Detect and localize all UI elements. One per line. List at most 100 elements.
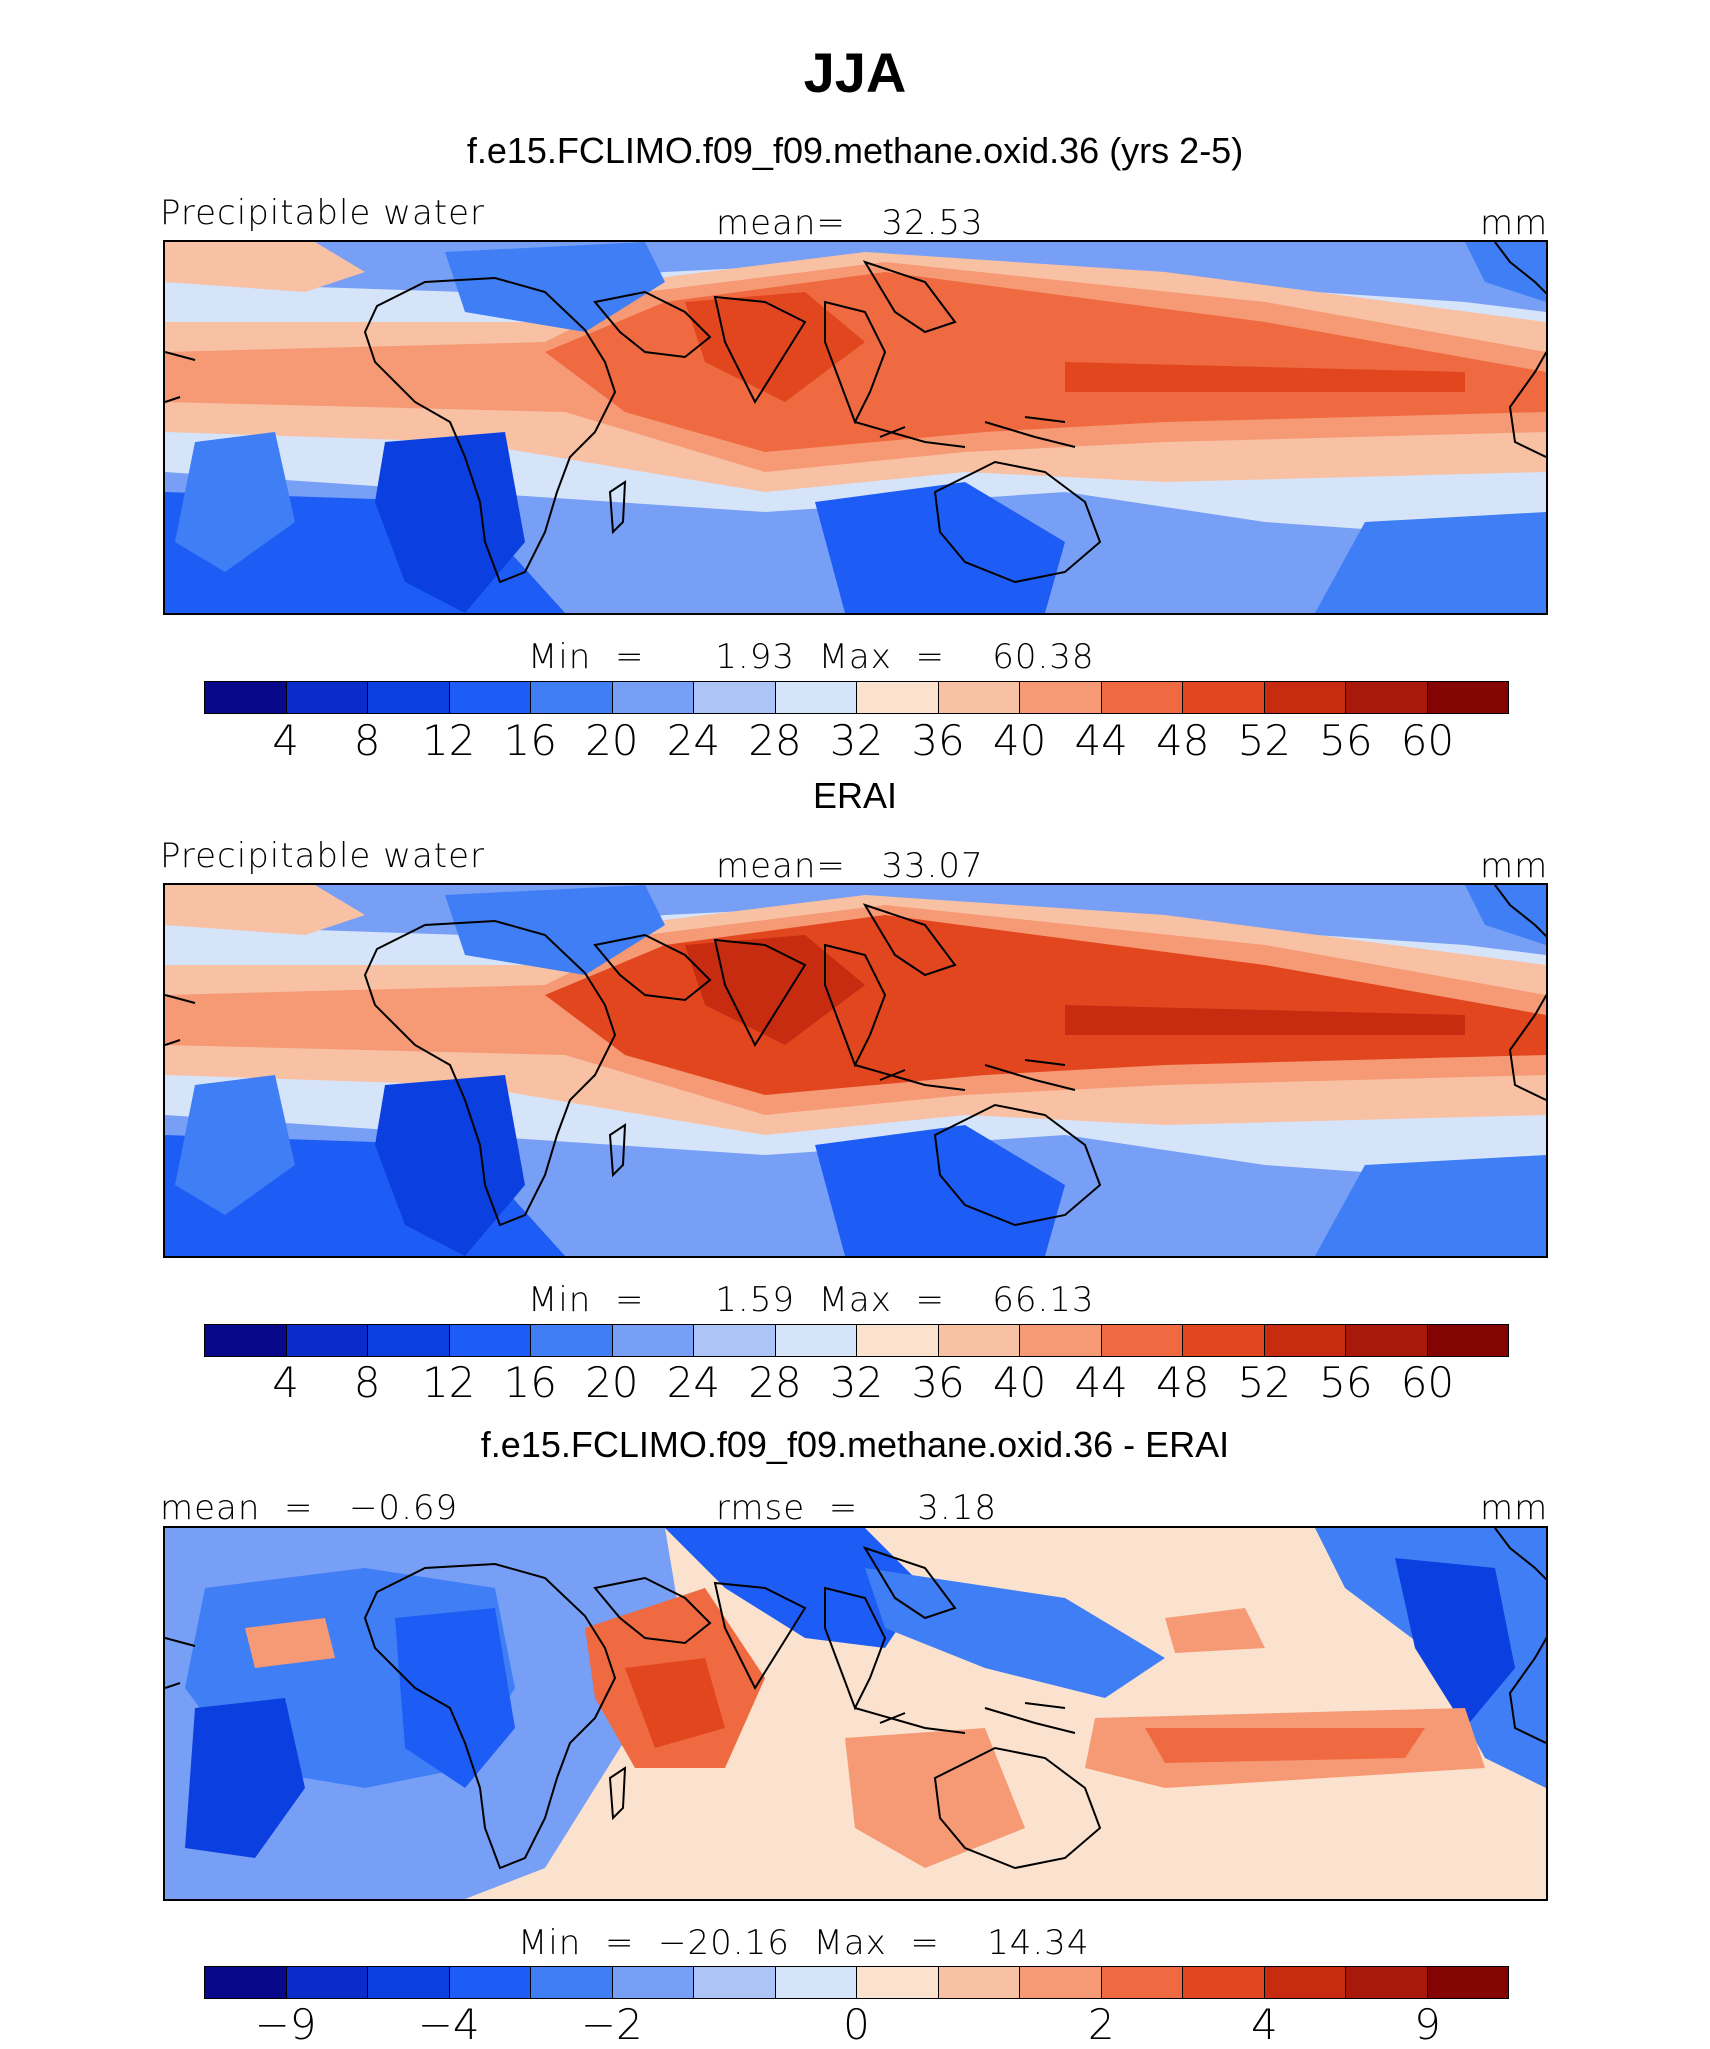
panel-3-subtitle: f.e15.FCLIMO.f09_f09.methane.oxid.36 - E… <box>480 1424 1230 1465</box>
colorbar-swatch <box>1346 1967 1428 1998</box>
panel-3-map <box>163 1526 1548 1901</box>
colorbar-swatch <box>612 1325 694 1356</box>
colorbar-tick-label: 36 <box>911 1358 965 1407</box>
colorbar-tick-label: 8 <box>353 1358 381 1407</box>
colorbar-tick-label: 28 <box>748 716 802 765</box>
colorbar-swatch <box>1346 682 1428 713</box>
colorbar-tick-label: 48 <box>1156 716 1210 765</box>
colorbar-swatch <box>531 1967 613 1998</box>
colorbar-swatch <box>857 682 939 713</box>
panel-3-units-label: mm <box>1480 1488 1549 1528</box>
colorbar-swatch <box>286 682 368 713</box>
colorbar-tick-label: 2 <box>1087 2000 1115 2049</box>
colorbar-tick-label: 16 <box>503 716 557 765</box>
colorbar-swatch <box>1101 1325 1183 1356</box>
colorbar-tick-label: 9 <box>1414 2000 1441 2049</box>
panel-1-map <box>163 240 1548 615</box>
colorbar-swatch <box>1427 1967 1508 1998</box>
colorbar-swatch <box>775 1967 857 1998</box>
colorbar-swatch <box>775 1325 857 1356</box>
panel-2-variable-label: Precipitable water <box>160 836 486 876</box>
coastline <box>165 1528 1546 1870</box>
colorbar-tick-label: 4 <box>1250 2000 1278 2049</box>
colorbar-tick-label: 20 <box>585 1358 639 1407</box>
panel-3-colorbar-ticks: −9 −4 −2 0 2 4 9 <box>0 2000 1710 2049</box>
panel-1-colorbar-ticks: 4 8 12 16 20 24 28 32 36 40 44 48 52 56 60 <box>0 716 1710 766</box>
colorbar-swatch <box>368 1325 450 1356</box>
panel-1-colorbar <box>204 681 1509 714</box>
colorbar-swatch <box>205 1325 287 1356</box>
colorbar-swatch <box>531 1325 613 1356</box>
coastline <box>165 242 1546 584</box>
panel-3-rmse-label: rmse = 3.18 <box>716 1488 997 1528</box>
colorbar-tick-label: −9 <box>254 2000 317 2049</box>
panel-1-variable-label: Precipitable water <box>160 193 486 233</box>
panel-2-subtitle: ERAI <box>812 775 898 816</box>
colorbar-swatch <box>694 1325 776 1356</box>
colorbar-swatch <box>1346 1325 1428 1356</box>
colorbar-tick-label: −4 <box>417 2000 480 2049</box>
panel-1-mean-label: mean= 32.53 <box>716 203 984 243</box>
panel-2-map <box>163 883 1548 1258</box>
colorbar-swatch <box>1101 1967 1183 1998</box>
colorbar-swatch <box>1264 1967 1346 1998</box>
colorbar-swatch <box>857 1967 939 1998</box>
colorbar-swatch <box>612 1967 694 1998</box>
colorbar-swatch <box>938 682 1020 713</box>
colorbar-tick-label: 56 <box>1319 716 1373 765</box>
colorbar-swatch <box>1101 682 1183 713</box>
colorbar-tick-label: 48 <box>1156 1358 1210 1407</box>
colorbar-tick-label: 0 <box>843 2000 870 2049</box>
colorbar-swatch <box>531 682 613 713</box>
colorbar-swatch <box>1183 682 1265 713</box>
colorbar-tick-label: −2 <box>580 2000 643 2049</box>
colorbar-swatch <box>205 682 287 713</box>
colorbar-swatch <box>1264 1325 1346 1356</box>
colorbar-swatch <box>1183 1967 1265 1998</box>
colorbar-swatch <box>1264 682 1346 713</box>
panel-2-units-label: mm <box>1480 846 1549 886</box>
colorbar-swatch <box>938 1325 1020 1356</box>
figure-title: JJA <box>803 41 907 104</box>
panel-2-colorbar-ticks: 4 8 12 16 20 24 28 32 36 40 44 48 52 56 60 <box>0 1358 1710 1408</box>
colorbar-swatch <box>694 682 776 713</box>
colorbar-swatch <box>694 1967 776 1998</box>
panel-2-colorbar <box>204 1324 1509 1357</box>
colorbar-swatch <box>368 682 450 713</box>
panel-3-colorbar <box>204 1966 1509 1999</box>
panel-2-minmax: Min = 1.59 Max = 66.13 <box>528 1280 1095 1320</box>
panel-1-subtitle: f.e15.FCLIMO.f09_f09.methane.oxid.36 (yr… <box>466 130 1244 171</box>
colorbar-tick-label: 32 <box>829 1358 884 1407</box>
colorbar-tick-label: 4 <box>272 1358 299 1407</box>
colorbar-swatch <box>205 1967 287 1998</box>
colorbar-tick-label: 40 <box>992 1358 1047 1407</box>
colorbar-swatch <box>1427 1325 1508 1356</box>
colorbar-tick-label: 56 <box>1319 1358 1373 1407</box>
colorbar-swatch <box>368 1967 450 1998</box>
coastline <box>165 885 1546 1227</box>
panel-3-minmax: Min = −20.16 Max = 14.34 <box>518 1923 1090 1963</box>
colorbar-swatch <box>286 1325 368 1356</box>
colorbar-tick-label: 32 <box>829 716 884 765</box>
colorbar-tick-label: 44 <box>1074 1358 1128 1407</box>
colorbar-tick-label: 60 <box>1400 1358 1455 1407</box>
colorbar-swatch <box>1020 682 1102 713</box>
colorbar-swatch <box>938 1967 1020 1998</box>
colorbar-tick-label: 28 <box>748 1358 802 1407</box>
colorbar-tick-label: 36 <box>911 716 965 765</box>
colorbar-tick-label: 40 <box>992 716 1047 765</box>
panel-2-mean-label: mean= 33.07 <box>716 846 984 886</box>
colorbar-tick-label: 16 <box>503 1358 557 1407</box>
colorbar-tick-label: 12 <box>421 716 476 765</box>
panel-3-mean-label: mean = −0.69 <box>160 1488 459 1528</box>
colorbar-swatch <box>1020 1325 1102 1356</box>
colorbar-tick-label: 44 <box>1074 716 1128 765</box>
colorbar-swatch <box>857 1325 939 1356</box>
colorbar-swatch <box>286 1967 368 1998</box>
colorbar-swatch <box>1427 682 1508 713</box>
colorbar-swatch <box>449 1325 531 1356</box>
colorbar-tick-label: 4 <box>272 716 299 765</box>
colorbar-swatch <box>449 1967 531 1998</box>
colorbar-tick-label: 24 <box>666 1358 721 1407</box>
colorbar-tick-label: 24 <box>666 716 721 765</box>
